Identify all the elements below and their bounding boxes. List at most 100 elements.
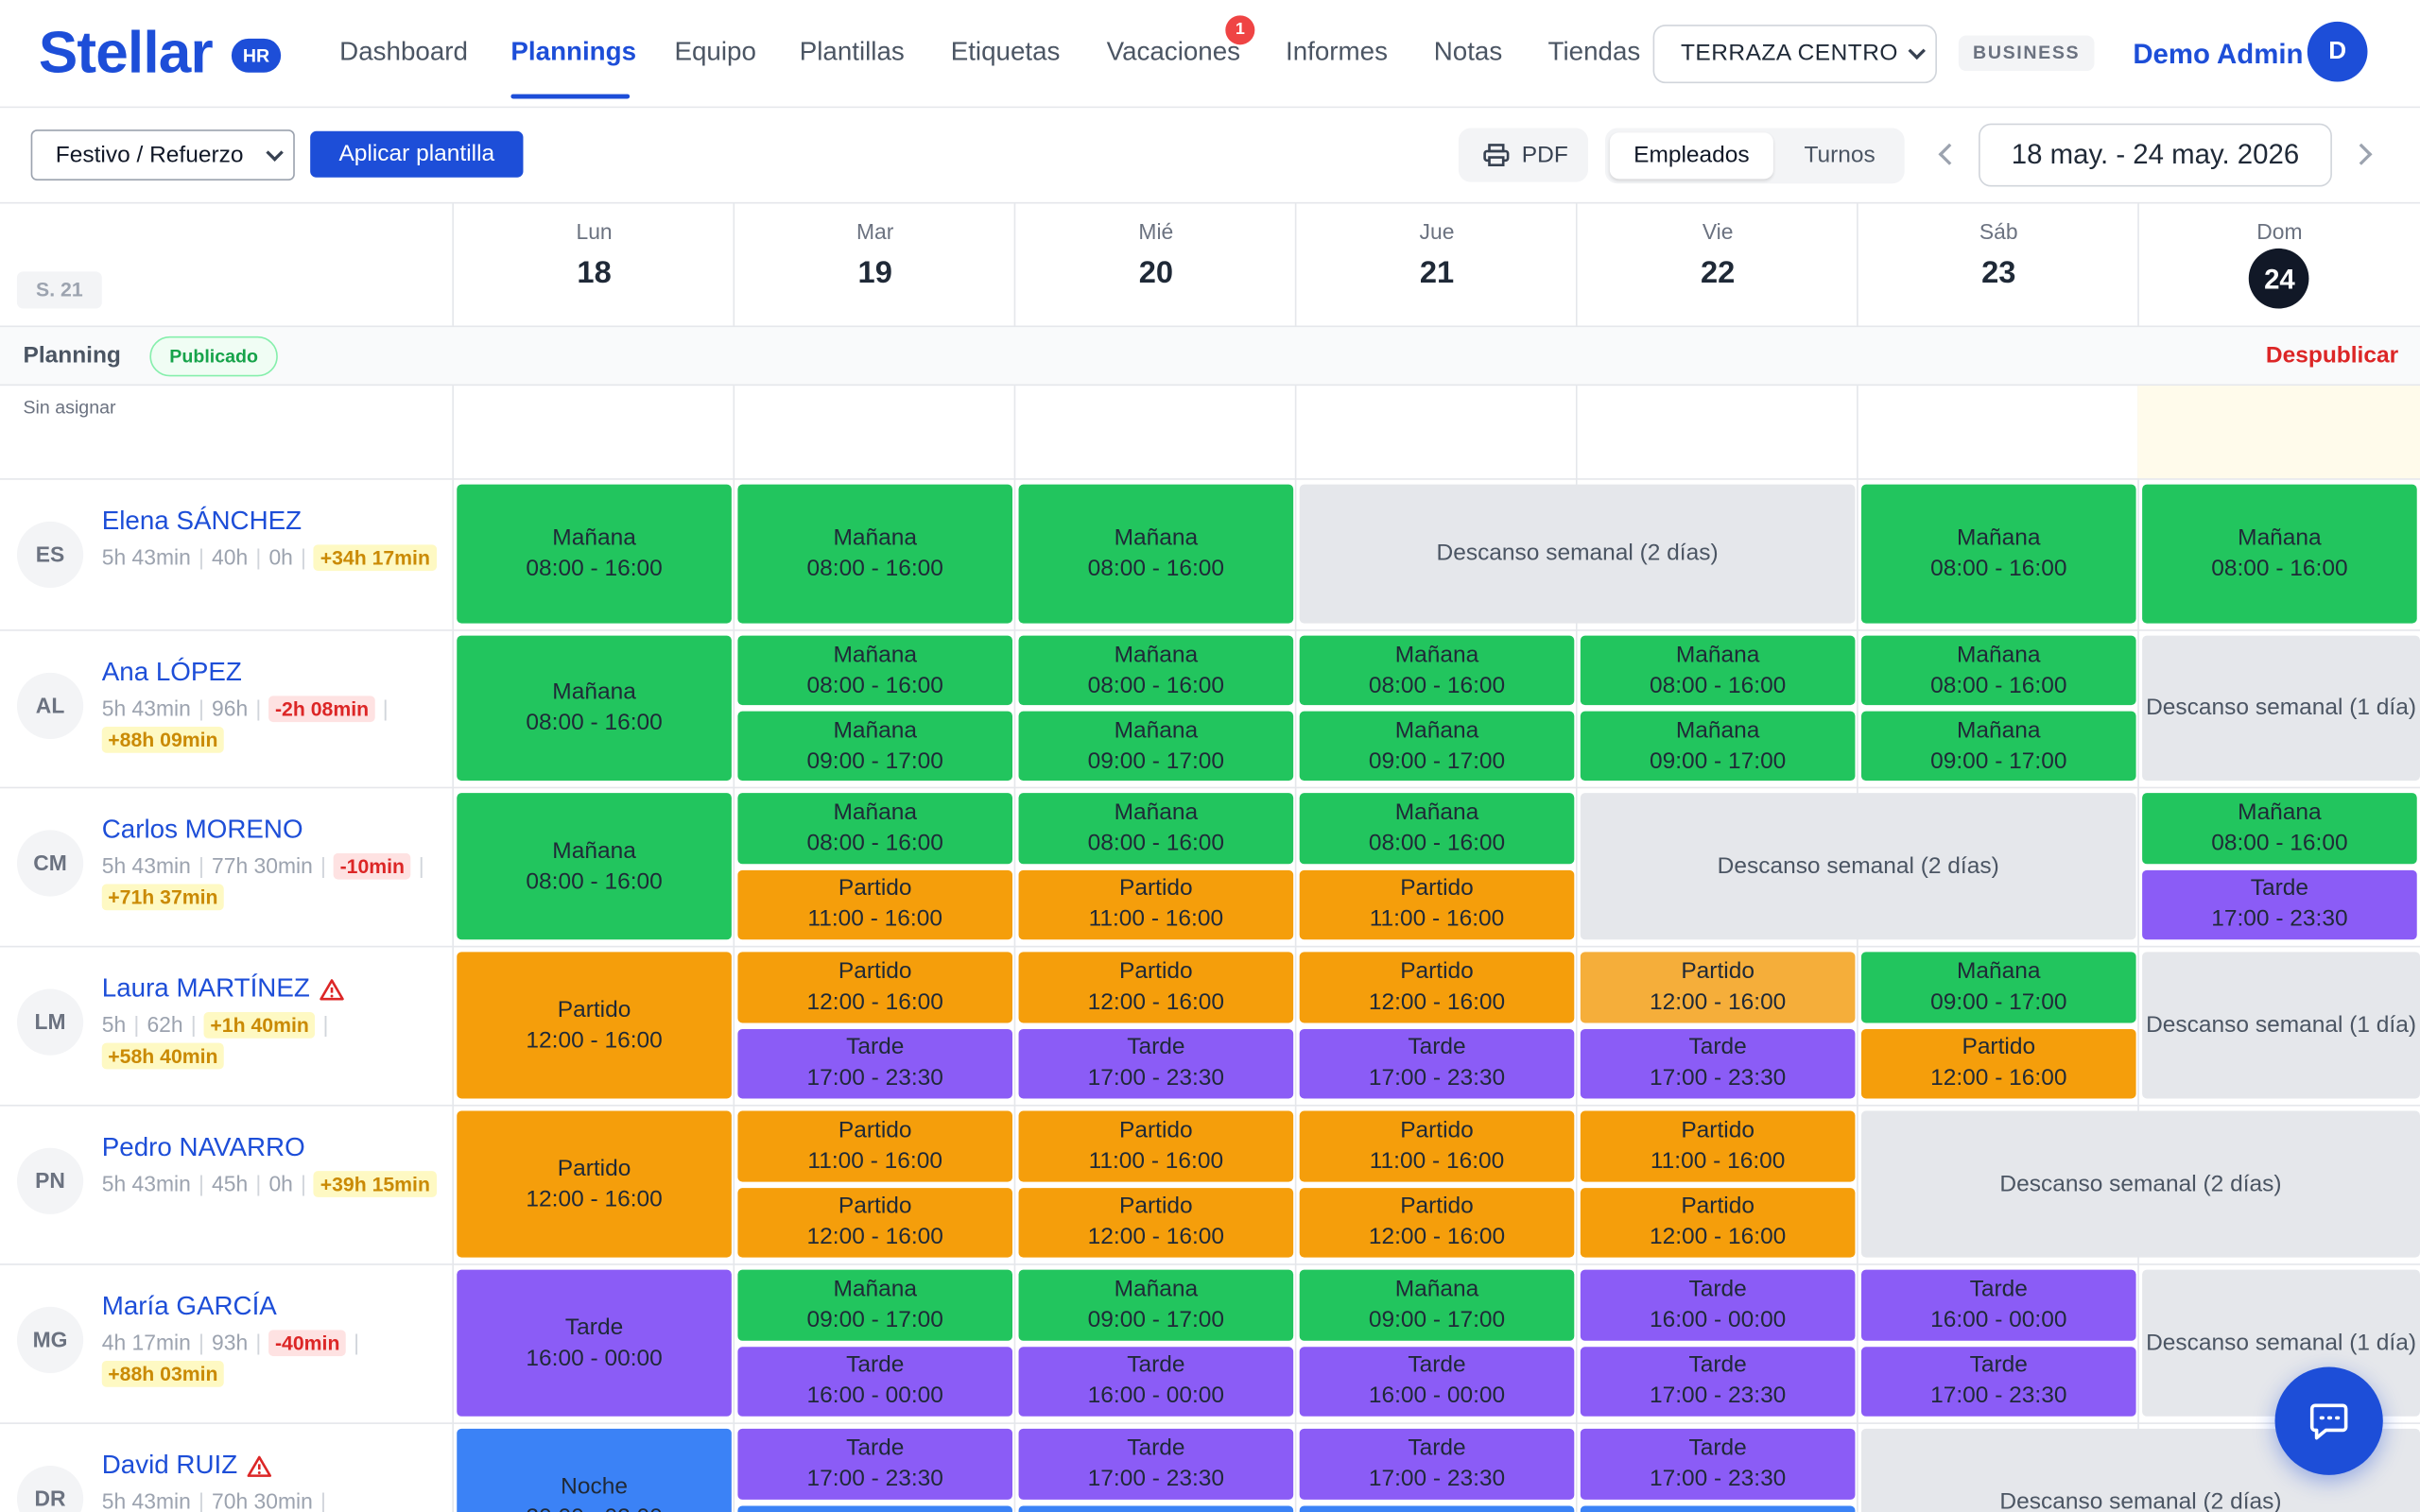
apply-template-button[interactable]: Aplicar plantilla [310, 130, 524, 178]
tarde-shift[interactable]: Tarde 17:00 - 23:30 [1299, 1428, 1575, 1500]
tarde-shift[interactable]: Tarde 16:00 - 00:00 [457, 1269, 732, 1417]
manana-shift[interactable]: Mañana 09:00 - 17:00 [1860, 952, 2136, 1022]
employee-name[interactable]: María GARCÍA [102, 1290, 277, 1324]
weekly-rest-block[interactable]: Descanso semanal (1 día) [2142, 952, 2420, 1099]
store-select[interactable]: TERRAZA CENTRO [1652, 25, 1937, 84]
nav-plantillas[interactable]: Plantillas [799, 37, 905, 67]
employee-name[interactable]: David RUIZ [102, 1449, 271, 1483]
nav-equipo[interactable]: Equipo [674, 37, 756, 67]
partido-shift[interactable]: Partido 12:00 - 16:00 [1580, 1187, 1856, 1258]
tarde-shift[interactable]: Tarde 16:00 - 00:00 [1580, 1269, 1856, 1340]
manana-shift[interactable]: Mañana 08:00 - 16:00 [457, 635, 732, 782]
tarde-shift[interactable]: Tarde 17:00 - 23:30 [2142, 868, 2417, 940]
partido-shift[interactable]: Partido 11:00 - 16:00 [737, 868, 1013, 940]
partido-shift[interactable]: Partido 12:00 - 16:00 [1580, 952, 1856, 1022]
tarde-shift[interactable]: Tarde 17:00 - 23:30 [1860, 1346, 2136, 1417]
nav-vacaciones[interactable]: Vacaciones [1106, 37, 1241, 67]
tarde-shift[interactable]: Tarde 16:00 - 00:00 [1018, 1346, 1294, 1417]
nav-plannings[interactable]: Plannings [510, 37, 637, 67]
tarde-shift[interactable]: Tarde 16:00 - 00:00 [1860, 1269, 2136, 1340]
partido-shift[interactable]: Partido 11:00 - 16:00 [737, 1110, 1013, 1181]
manana-shift[interactable]: Mañana 09:00 - 17:00 [737, 1269, 1013, 1340]
employee-name[interactable]: Pedro NAVARRO [102, 1131, 305, 1165]
noche-shift[interactable]: Noche20:00 - 02:00 [1580, 1504, 1856, 1512]
manana-shift[interactable]: Mañana 08:00 - 16:00 [1299, 635, 1575, 706]
employee-name[interactable]: Ana LÓPEZ [102, 656, 242, 690]
partido-shift[interactable]: Partido 12:00 - 16:00 [1018, 952, 1294, 1022]
manana-shift[interactable]: Mañana 09:00 - 17:00 [1299, 1269, 1575, 1340]
partido-shift[interactable]: Partido 12:00 - 16:00 [1299, 952, 1575, 1022]
manana-shift[interactable]: Mañana 08:00 - 16:00 [1299, 793, 1575, 864]
weekly-rest-block[interactable]: Descanso semanal (2 días) [1299, 484, 1856, 624]
partido-shift[interactable]: Partido 11:00 - 16:00 [1299, 868, 1575, 940]
manana-shift[interactable]: Mañana 08:00 - 16:00 [1860, 635, 2136, 706]
manana-shift[interactable]: Mañana 08:00 - 16:00 [1018, 484, 1294, 624]
partido-shift[interactable]: Partido 12:00 - 16:00 [457, 952, 732, 1099]
manana-shift[interactable]: Mañana 08:00 - 16:00 [457, 484, 732, 624]
tarde-shift[interactable]: Tarde 17:00 - 23:30 [1580, 1028, 1856, 1099]
partido-shift[interactable]: Partido 11:00 - 16:00 [1018, 868, 1294, 940]
noche-shift[interactable]: Noche20:00 - 02:00 [737, 1504, 1013, 1512]
noche-shift[interactable]: Noche20:00 - 02:00 [1018, 1504, 1294, 1512]
partido-shift[interactable]: Partido 11:00 - 16:00 [1299, 1110, 1575, 1181]
view-shifts-button[interactable]: Turnos [1804, 142, 1876, 168]
chat-button[interactable] [2274, 1366, 2383, 1475]
tarde-shift[interactable]: Tarde 17:00 - 23:30 [1018, 1428, 1294, 1500]
tarde-shift[interactable]: Tarde 17:00 - 23:30 [1299, 1028, 1575, 1099]
today-unassigned-cell[interactable] [2137, 386, 2420, 479]
nav-dashboard[interactable]: Dashboard [339, 37, 468, 67]
partido-shift[interactable]: Partido 11:00 - 16:00 [1580, 1110, 1856, 1181]
weekly-rest-block[interactable]: Descanso semanal (1 día) [2142, 635, 2420, 782]
tarde-shift[interactable]: Tarde 17:00 - 23:30 [737, 1428, 1013, 1500]
manana-shift[interactable]: Mañana 09:00 - 17:00 [1018, 1269, 1294, 1340]
manana-shift[interactable]: Mañana 09:00 - 17:00 [1580, 711, 1856, 782]
weekly-rest-block[interactable]: Descanso semanal (2 días) [1860, 1110, 2420, 1258]
manana-shift[interactable]: Mañana 09:00 - 17:00 [1860, 711, 2136, 782]
tarde-shift[interactable]: Tarde 17:00 - 23:30 [1018, 1028, 1294, 1099]
manana-shift[interactable]: Mañana 08:00 - 16:00 [1580, 635, 1856, 706]
user-name[interactable]: Demo Admin [2133, 38, 2304, 70]
view-employees-button[interactable]: Empleados [1609, 132, 1773, 180]
tarde-shift[interactable]: Tarde 17:00 - 23:30 [737, 1028, 1013, 1099]
next-week-icon[interactable] [2350, 143, 2373, 165]
employee-name[interactable]: Laura MARTÍNEZ [102, 972, 344, 1006]
template-select[interactable]: Festivo / Refuerzo [30, 129, 295, 181]
pdf-export-button[interactable]: PDF [1458, 128, 1588, 182]
manana-shift[interactable]: Mañana 08:00 - 16:00 [737, 793, 1013, 864]
date-range-picker[interactable]: 18 may. - 24 may. 2026 [1979, 123, 2332, 187]
manana-shift[interactable]: Mañana 08:00 - 16:00 [1860, 484, 2136, 624]
manana-shift[interactable]: Mañana 08:00 - 16:00 [737, 484, 1013, 624]
employee-name[interactable]: Elena SÁNCHEZ [102, 505, 302, 539]
nav-tiendas[interactable]: Tiendas [1547, 37, 1641, 67]
manana-shift[interactable]: Mañana 08:00 - 16:00 [2142, 793, 2417, 864]
weekly-rest-block[interactable]: Descanso semanal (2 días) [1580, 793, 2136, 940]
partido-shift[interactable]: Partido 12:00 - 16:00 [1299, 1187, 1575, 1258]
tarde-shift[interactable]: Tarde 16:00 - 00:00 [1299, 1346, 1575, 1417]
partido-shift[interactable]: Partido 12:00 - 16:00 [737, 1187, 1013, 1258]
manana-shift[interactable]: Mañana 08:00 - 16:00 [2142, 484, 2417, 624]
prev-week-icon[interactable] [1938, 143, 1961, 165]
manana-shift[interactable]: Mañana 08:00 - 16:00 [457, 793, 732, 940]
tarde-shift[interactable]: Tarde 17:00 - 23:30 [1580, 1428, 1856, 1500]
nav-informes[interactable]: Informes [1285, 37, 1388, 67]
manana-shift[interactable]: Mañana 09:00 - 17:00 [737, 711, 1013, 782]
noche-shift[interactable]: Noche20:00 - 02:00 [457, 1428, 732, 1512]
partido-shift[interactable]: Partido 11:00 - 16:00 [1018, 1110, 1294, 1181]
app-logo[interactable]: Stellar [38, 21, 214, 87]
partido-shift[interactable]: Partido 12:00 - 16:00 [1860, 1028, 2136, 1099]
user-avatar[interactable]: D [2307, 21, 2368, 82]
noche-shift[interactable]: Noche20:00 - 02:00 [1299, 1504, 1575, 1512]
manana-shift[interactable]: Mañana 08:00 - 16:00 [737, 635, 1013, 706]
employee-name[interactable]: Carlos MORENO [102, 813, 303, 847]
manana-shift[interactable]: Mañana 08:00 - 16:00 [1018, 793, 1294, 864]
manana-shift[interactable]: Mañana 09:00 - 17:00 [1299, 711, 1575, 782]
nav-notas[interactable]: Notas [1433, 37, 1503, 67]
manana-shift[interactable]: Mañana 08:00 - 16:00 [1018, 635, 1294, 706]
manana-shift[interactable]: Mañana 09:00 - 17:00 [1018, 711, 1294, 782]
unpublish-button[interactable]: Despublicar [2265, 342, 2399, 369]
tarde-shift[interactable]: Tarde 16:00 - 00:00 [737, 1346, 1013, 1417]
partido-shift[interactable]: Partido 12:00 - 16:00 [737, 952, 1013, 1022]
tarde-shift[interactable]: Tarde 17:00 - 23:30 [1580, 1346, 1856, 1417]
partido-shift[interactable]: Partido 12:00 - 16:00 [457, 1110, 732, 1258]
partido-shift[interactable]: Partido 12:00 - 16:00 [1018, 1187, 1294, 1258]
